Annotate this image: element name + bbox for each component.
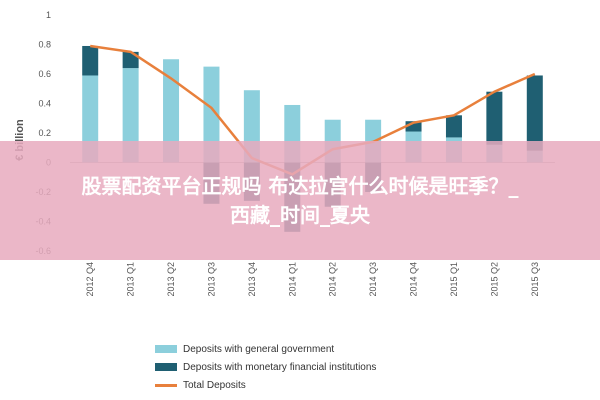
bar-mfi bbox=[526, 75, 543, 151]
legend-label-total: Total Deposits bbox=[183, 379, 246, 391]
y-tick-label: 0.4 bbox=[38, 99, 51, 109]
y-tick-label: 1 bbox=[46, 10, 51, 20]
legend-item-total: Total Deposits bbox=[155, 376, 376, 394]
y-tick-label: 0.2 bbox=[38, 128, 51, 138]
legend-label-mfi: Deposits with monetary financial institu… bbox=[183, 361, 377, 373]
x-tick-label: 2012 Q4 bbox=[85, 262, 95, 297]
x-tick-label: 2013 Q2 bbox=[166, 262, 176, 297]
x-tick-label: 2014 Q2 bbox=[328, 262, 338, 297]
x-tick-label: 2015 Q2 bbox=[489, 262, 499, 297]
x-tick-label: 2015 Q3 bbox=[530, 262, 540, 297]
x-tick-label: 2013 Q4 bbox=[247, 262, 257, 297]
bar-mfi bbox=[445, 115, 462, 138]
watermark-overlay: 股票配资平台正规吗 布达拉宫什么时候是旺季？_ 西藏_时间_夏央 bbox=[0, 141, 600, 260]
x-tick-label: 2014 Q4 bbox=[409, 262, 419, 297]
x-tick-label: 2013 Q3 bbox=[206, 262, 216, 297]
bar-general-government bbox=[203, 66, 220, 163]
y-tick-label: 0.6 bbox=[38, 69, 51, 79]
y-tick-label: 0.8 bbox=[38, 40, 51, 50]
x-tick-label: 2015 Q1 bbox=[449, 262, 459, 297]
bar-mfi bbox=[486, 91, 503, 145]
overlay-text-line1: 股票配资平台正规吗 布达拉宫什么时候是旺季？_ bbox=[81, 173, 519, 198]
legend-label-general-government: Deposits with general government bbox=[183, 343, 335, 355]
legend-swatch-mfi bbox=[155, 363, 177, 371]
legend-item-mfi: Deposits with monetary financial institu… bbox=[155, 358, 376, 376]
legend-swatch-general-government bbox=[155, 345, 177, 353]
bar-mfi bbox=[405, 121, 422, 132]
x-tick-label: 2014 Q3 bbox=[368, 262, 378, 297]
legend: Deposits with general government Deposit… bbox=[155, 340, 376, 394]
legend-swatch-total bbox=[155, 383, 177, 387]
bar-general-government bbox=[82, 75, 99, 163]
x-axis-labels: 2012 Q4 2013 Q1 2013 Q2 2013 Q3 2013 Q4 2014 … bbox=[85, 262, 540, 297]
x-tick-label: 2013 Q1 bbox=[126, 262, 136, 297]
bar-general-government bbox=[122, 68, 139, 163]
bar-general-government bbox=[163, 59, 180, 163]
legend-item-general-government: Deposits with general government bbox=[155, 340, 376, 358]
bar-mfi bbox=[82, 45, 99, 76]
x-tick-label: 2014 Q1 bbox=[287, 262, 297, 297]
overlay-text-line2: 西藏_时间_夏央 bbox=[230, 202, 370, 227]
